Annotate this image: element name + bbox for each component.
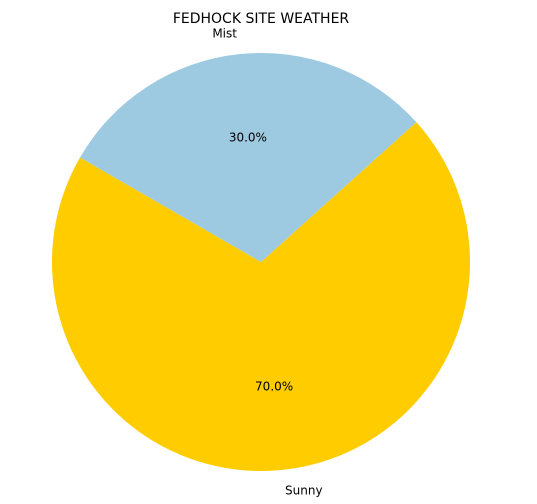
slices-layer xyxy=(52,53,470,471)
slice-label-sunny: Sunny xyxy=(285,484,323,498)
slice-pct-label-sunny: 70.0% xyxy=(255,380,293,394)
slice-pct-label-mist: 30.0% xyxy=(229,130,267,144)
slice-label-mist: Mist xyxy=(212,26,237,40)
chart-title: FEDHOCK SITE WEATHER xyxy=(173,11,350,27)
